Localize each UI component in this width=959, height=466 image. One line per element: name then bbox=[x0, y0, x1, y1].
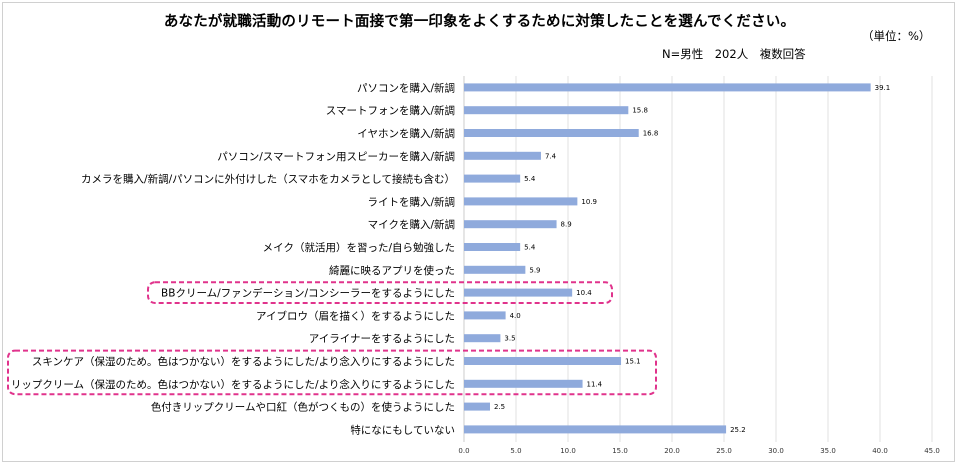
category-label: マイクを購入/新調 bbox=[368, 218, 455, 231]
category-label: パソコンを購入/新調 bbox=[357, 81, 455, 94]
x-tick-label: 45.0 bbox=[924, 447, 940, 455]
value-label: 16.8 bbox=[643, 130, 659, 138]
category-label: ライトを購入/新調 bbox=[367, 195, 455, 208]
value-label: 4.0 bbox=[510, 312, 521, 320]
x-tick-label: 10.0 bbox=[560, 447, 576, 455]
bar bbox=[464, 357, 622, 365]
value-label: 3.5 bbox=[504, 335, 515, 343]
category-label: イヤホンを購入/新調 bbox=[357, 127, 455, 140]
highlight-box bbox=[147, 281, 613, 305]
category-label: スマートフォンを購入/新調 bbox=[326, 104, 455, 117]
value-label: 7.4 bbox=[545, 152, 557, 160]
bar bbox=[464, 197, 578, 206]
bars bbox=[464, 83, 871, 434]
category-label: カメラを購入/新調/パソコンに外付けした（スマホをカメラとして接続も含む） bbox=[81, 173, 455, 186]
bar bbox=[464, 288, 573, 297]
category-label: アイライナーをするようにした bbox=[309, 333, 455, 345]
bar bbox=[464, 129, 639, 137]
value-label: 5.4 bbox=[524, 244, 536, 252]
category-label: リップクリーム（保湿のため。色はつかない）をするようにした/より念入りにするよう… bbox=[11, 378, 455, 391]
bar bbox=[464, 243, 521, 251]
bar bbox=[464, 425, 727, 434]
value-label: 15.1 bbox=[625, 358, 641, 366]
bar bbox=[464, 334, 501, 343]
bar bbox=[464, 151, 541, 160]
category-label: 色付きリップクリームや口紅（色がつくもの）を使うようにした bbox=[151, 401, 455, 414]
category-label: メイク（就活用）を習った/自ら勉強した bbox=[263, 241, 455, 254]
value-label: 10.4 bbox=[576, 289, 592, 297]
category-label: 特になにもしていない bbox=[350, 424, 455, 436]
value-label: 5.9 bbox=[529, 266, 540, 274]
value-label: 25.2 bbox=[730, 426, 746, 434]
bar bbox=[464, 402, 490, 411]
value-label: 10.9 bbox=[581, 198, 597, 206]
value-label: 5.4 bbox=[524, 175, 536, 183]
bar bbox=[464, 106, 629, 115]
bar bbox=[464, 174, 521, 183]
bar bbox=[464, 311, 506, 320]
bar bbox=[464, 220, 557, 229]
category-labels: 39.1 パソコンを購入/新調 15.8 スマートフォンを購入/新調 16.8 イヤホンを… bbox=[11, 81, 890, 436]
x-tick-label: 0.0 bbox=[458, 447, 469, 455]
value-label: 8.9 bbox=[561, 221, 572, 229]
category-label: 綺麗に映るアプリを使った bbox=[329, 264, 455, 277]
x-tick-label: 35.0 bbox=[820, 447, 836, 455]
value-label: 11.4 bbox=[587, 380, 603, 388]
category-label: BBクリーム/ファンデーション/コンシーラーをするようにした bbox=[161, 287, 455, 300]
category-label: スキンケア（保湿のため。色はつかない）をするようにした/より念入りにするようにし… bbox=[32, 355, 455, 368]
bar bbox=[464, 379, 583, 388]
x-axis-ticks: 0.0 5.0 10.0 15.0 20.0 25.0 30.0 35.0 40.0 45.0 bbox=[458, 447, 939, 455]
x-tick-label: 30.0 bbox=[768, 447, 784, 455]
value-label: 39.1 bbox=[875, 84, 891, 92]
x-tick-label: 20.0 bbox=[664, 447, 680, 455]
x-tick-label: 40.0 bbox=[872, 447, 888, 455]
x-tick-label: 5.0 bbox=[510, 447, 521, 455]
category-label: アイブロウ（眉を描く）をするようにした bbox=[256, 309, 455, 322]
highlight-box bbox=[7, 349, 657, 396]
value-label: 2.5 bbox=[494, 403, 505, 411]
unit-label: （単位：%） bbox=[862, 29, 931, 43]
bar bbox=[464, 83, 871, 92]
chart-title: あなたが就職活動のリモート面接で第一印象をよくするために対策したことを選んでくだ… bbox=[163, 14, 796, 30]
value-label: 15.8 bbox=[632, 107, 648, 115]
bar bbox=[464, 265, 526, 274]
highlight-boxes bbox=[7, 281, 657, 396]
x-tick-label: 15.0 bbox=[612, 447, 628, 455]
x-tick-label: 25.0 bbox=[716, 447, 732, 455]
chart-subtitle: N=男性 202人 複数回答 bbox=[662, 47, 806, 61]
category-label: パソコン/スマートフォン用スピーカーを購入/新調 bbox=[217, 150, 455, 163]
